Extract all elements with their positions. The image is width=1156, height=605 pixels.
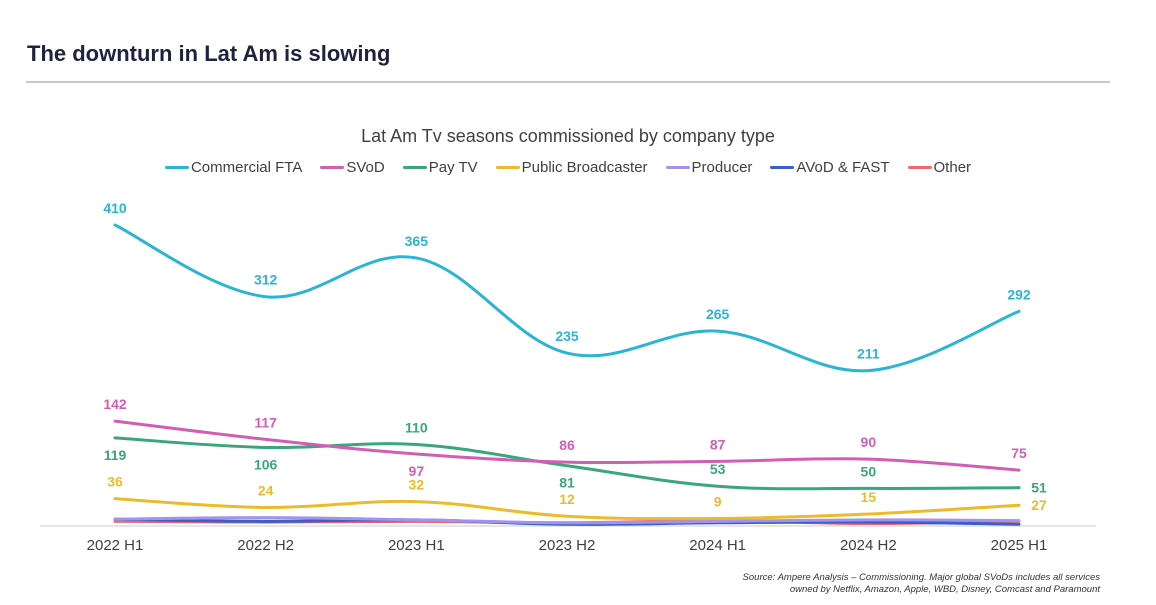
legend-item-avod-and-fast: AVoD & FAST (770, 159, 890, 176)
source-note: Source: Ampere Analysis – Commissioning.… (743, 572, 1100, 596)
legend-item-pay-tv: Pay TV (402, 159, 478, 176)
data-label-svod: 97 (409, 463, 425, 479)
x-tick-label: 2023 H1 (388, 537, 445, 554)
data-label-svod: 142 (103, 396, 127, 412)
data-label-commercial-fta: 365 (405, 233, 429, 249)
x-tick-label: 2022 H1 (87, 537, 144, 554)
data-label-commercial-fta: 211 (857, 346, 880, 362)
data-label-public-broadcaster: 36 (107, 474, 123, 490)
legend-swatch (320, 166, 345, 169)
data-label-public-broadcaster: 15 (861, 489, 877, 505)
data-label-svod: 75 (1011, 445, 1027, 461)
legend-swatch (495, 166, 520, 169)
legend-item-public-broadcaster: Public Broadcaster (495, 159, 648, 176)
legend-item-svod: SVoD (320, 159, 385, 176)
chart-title: Lat Am Tv seasons commissioned by compan… (361, 126, 775, 146)
page-title: The downturn in Lat Am is slowing (27, 41, 391, 66)
legend-item-other: Other (907, 159, 972, 176)
data-label-commercial-fta: 410 (103, 200, 127, 216)
legend-swatch (402, 166, 427, 169)
legend-swatch (770, 166, 795, 169)
data-label-public-broadcaster: 24 (258, 482, 274, 498)
data-label-pay-tv: 106 (254, 456, 278, 472)
data-label-pay-tv: 50 (861, 463, 877, 479)
legend-label: Other (933, 159, 972, 176)
data-label-public-broadcaster: 32 (409, 477, 425, 493)
data-label-pay-tv: 51 (1031, 480, 1047, 496)
data-label-pay-tv: 110 (405, 420, 428, 436)
data-label-pay-tv: 81 (559, 475, 575, 491)
legend-item-commercial-fta: Commercial FTA (164, 159, 303, 176)
series-line-pay-tv (113, 436, 1021, 491)
data-label-pay-tv: 119 (104, 447, 127, 463)
data-label-public-broadcaster: 27 (1031, 497, 1047, 513)
source-line-1: Source: Ampere Analysis – Commissioning.… (742, 572, 1100, 583)
x-tick-label: 2024 H2 (840, 537, 897, 554)
legend-label: Public Broadcaster (521, 159, 648, 176)
data-label-commercial-fta: 265 (706, 306, 730, 322)
x-tick-label: 2024 H1 (689, 537, 746, 554)
legend-label: SVoD (346, 159, 385, 176)
data-label-commercial-fta: 312 (254, 272, 278, 288)
data-label-svod: 117 (254, 414, 277, 430)
legend-item-producer: Producer (665, 159, 753, 176)
x-tick-label: 2022 H2 (237, 537, 294, 554)
data-label-commercial-fta: 235 (555, 328, 579, 344)
legend-swatch (665, 166, 690, 169)
series-line-commercial-fta (113, 223, 1021, 373)
legend-label: Pay TV (428, 159, 478, 176)
data-label-public-broadcaster: 12 (559, 491, 575, 507)
legend-label: Producer (691, 159, 753, 176)
title-divider (26, 81, 1110, 83)
data-label-svod: 90 (861, 434, 877, 450)
series-line-producer (113, 516, 1021, 525)
data-label-pay-tv: 53 (710, 461, 726, 477)
chart-legend: Commercial FTA SVoD Pay TV Public Broadcast… (0, 159, 1136, 176)
data-label-svod: 87 (710, 436, 726, 452)
x-tick-label: 2025 H1 (991, 537, 1048, 554)
x-tick-label: 2023 H2 (539, 537, 596, 554)
series-line-svod (113, 419, 1021, 472)
legend-swatch (907, 166, 932, 169)
series-line-public-broadcaster (113, 497, 1021, 521)
legend-label: AVoD & FAST (796, 159, 890, 176)
legend-swatch (164, 166, 189, 169)
data-label-public-broadcaster: 9 (714, 493, 722, 509)
data-label-commercial-fta: 292 (1007, 286, 1031, 302)
legend-label: Commercial FTA (190, 159, 303, 176)
data-label-svod: 86 (559, 437, 575, 453)
source-line-2: owned by Netflix, Amazon, Apple, WBD, Di… (789, 584, 1100, 595)
